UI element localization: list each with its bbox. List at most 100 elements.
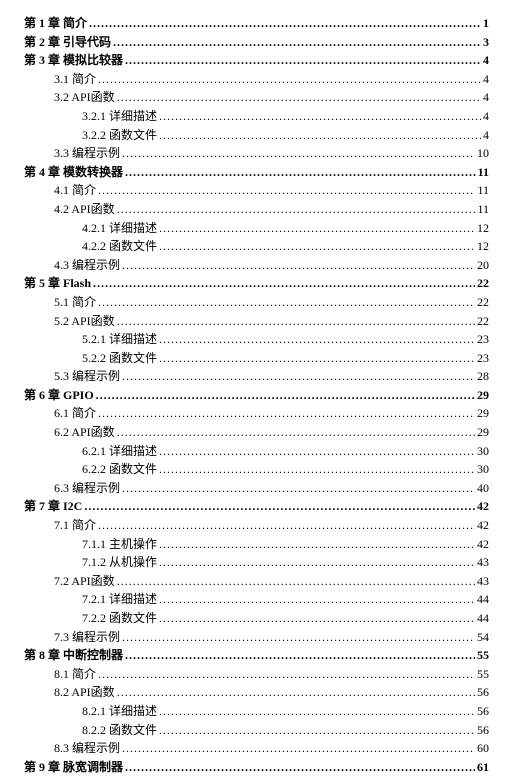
toc-leader-dots (98, 293, 475, 312)
toc-entry-label: 7.2.2 函数文件 (82, 609, 157, 628)
toc-entry: 第 2 章 引导代码3 (24, 33, 489, 52)
toc-entry: 第 8 章 中断控制器55 (24, 646, 489, 665)
toc-entry-label: 5.2 API函数 (54, 312, 115, 331)
toc-entry: 3.3 编程示例10 (54, 144, 489, 163)
toc-leader-dots (159, 609, 475, 628)
toc-entry-page: 12 (477, 237, 489, 256)
toc-leader-dots (117, 88, 481, 107)
toc-leader-dots (122, 628, 475, 647)
toc-entry-label: 8.1 简介 (54, 665, 96, 684)
toc-entry: 第 3 章 模拟比较器4 (24, 51, 489, 70)
toc-entry-page: 29 (477, 404, 489, 423)
toc-entry-page: 11 (477, 200, 489, 219)
toc-entry-label: 8.3 编程示例 (54, 739, 120, 758)
toc-entry-label: 8.2.1 详细描述 (82, 702, 157, 721)
toc-entry: 第 5 章 Flash22 (24, 274, 489, 293)
toc-entry-page: 54 (477, 628, 489, 647)
toc-entry-page: 1 (483, 14, 489, 33)
toc-entry: 3.2.1 详细描述4 (82, 107, 489, 126)
toc-entry-label: 7.3 编程示例 (54, 628, 120, 647)
toc-entry: 7.1.2 从机操作 43 (82, 553, 489, 572)
toc-leader-dots (159, 126, 481, 145)
toc-entry-label: 5.1 简介 (54, 293, 96, 312)
toc-leader-dots (159, 590, 475, 609)
toc-entry: 6.2 API函数29 (54, 423, 489, 442)
toc-leader-dots (125, 163, 476, 182)
toc-entry-page: 4 (483, 70, 489, 89)
toc-leader-dots (159, 107, 481, 126)
toc-entry: 7.1.1 主机操作 42 (82, 535, 489, 554)
toc-entry-label: 7.2 API函数 (54, 572, 115, 591)
toc-leader-dots (98, 181, 475, 200)
toc-entry-label: 4.2 API函数 (54, 200, 115, 219)
toc-entry-page: 4 (483, 88, 489, 107)
toc-entry-page: 30 (477, 460, 489, 479)
toc-entry: 4.1 简介11 (54, 181, 489, 200)
toc-entry-label: 7.1.1 主机操作 (82, 535, 157, 554)
toc-entry-label: 3.1 简介 (54, 70, 96, 89)
toc-entry-page: 29 (477, 386, 489, 405)
toc-entry: 4.2 API函数 11 (54, 200, 489, 219)
toc-entry: 7.2 API函数43 (54, 572, 489, 591)
toc-entry: 第 1 章 简介1 (24, 14, 489, 33)
toc-leader-dots (122, 479, 475, 498)
toc-entry-label: 第 9 章 脉宽调制器 (24, 758, 123, 776)
toc-leader-dots (159, 330, 475, 349)
toc-leader-dots (117, 312, 475, 331)
toc-leader-dots (113, 33, 481, 52)
toc-entry-label: 5.2.2 函数文件 (82, 349, 157, 368)
toc-entry: 3.2.2 函数文件4 (82, 126, 489, 145)
toc-entry-label: 6.2.2 函数文件 (82, 460, 157, 479)
toc-leader-dots (98, 404, 475, 423)
toc-entry-label: 4.2.2 函数文件 (82, 237, 157, 256)
toc-entry-page: 56 (477, 702, 489, 721)
toc-leader-dots (159, 702, 475, 721)
toc-entry-page: 43 (477, 553, 489, 572)
toc-entry-label: 6.2.1 详细描述 (82, 442, 157, 461)
toc-leader-dots (125, 758, 475, 776)
toc-entry-page: 3 (483, 33, 489, 52)
table-of-contents: 第 1 章 简介1第 2 章 引导代码3第 3 章 模拟比较器43.1 简介43… (24, 14, 489, 776)
toc-entry: 7.1 简介42 (54, 516, 489, 535)
toc-entry-label: 第 3 章 模拟比较器 (24, 51, 123, 70)
toc-leader-dots (96, 386, 475, 405)
toc-leader-dots (98, 665, 475, 684)
toc-entry-page: 10 (477, 144, 489, 163)
toc-entry-label: 第 6 章 GPIO (24, 386, 94, 405)
toc-entry-label: 5.3 编程示例 (54, 367, 120, 386)
toc-entry-label: 第 4 章 模数转换器 (24, 163, 123, 182)
toc-entry-label: 3.2 API函数 (54, 88, 115, 107)
toc-entry-page: 42 (477, 516, 489, 535)
toc-entry: 3.1 简介 4 (54, 70, 489, 89)
toc-leader-dots (117, 200, 476, 219)
toc-entry: 5.1 简介 22 (54, 293, 489, 312)
toc-entry-label: 7.1.2 从机操作 (82, 553, 157, 572)
toc-leader-dots (98, 70, 481, 89)
toc-entry-page: 60 (477, 739, 489, 758)
toc-leader-dots (159, 535, 475, 554)
toc-entry-page: 40 (477, 479, 489, 498)
toc-entry-page: 4 (483, 126, 489, 145)
toc-leader-dots (159, 553, 475, 572)
toc-entry-page: 28 (477, 367, 489, 386)
toc-leader-dots (159, 219, 475, 238)
toc-leader-dots (122, 256, 475, 275)
toc-entry: 4.2.2 函数文件 12 (82, 237, 489, 256)
toc-entry: 5.2 API函数22 (54, 312, 489, 331)
toc-entry-label: 第 5 章 Flash (24, 274, 91, 293)
toc-entry-label: 4.1 简介 (54, 181, 96, 200)
toc-entry: 5.3 编程示例 28 (54, 367, 489, 386)
toc-entry: 8.2 API函数56 (54, 683, 489, 702)
toc-entry-page: 22 (477, 293, 489, 312)
toc-leader-dots (125, 646, 475, 665)
toc-entry-label: 8.2 API函数 (54, 683, 115, 702)
toc-entry-page: 42 (477, 535, 489, 554)
toc-entry: 第 9 章 脉宽调制器61 (24, 758, 489, 776)
toc-entry-page: 44 (477, 590, 489, 609)
toc-entry-label: 4.3 编程示例 (54, 256, 120, 275)
toc-entry: 6.2.2 函数文件 30 (82, 460, 489, 479)
toc-entry: 4.3 编程示例20 (54, 256, 489, 275)
toc-entry: 3.2 API函数 4 (54, 88, 489, 107)
toc-leader-dots (159, 349, 475, 368)
toc-entry: 第 7 章 I2C42 (24, 497, 489, 516)
